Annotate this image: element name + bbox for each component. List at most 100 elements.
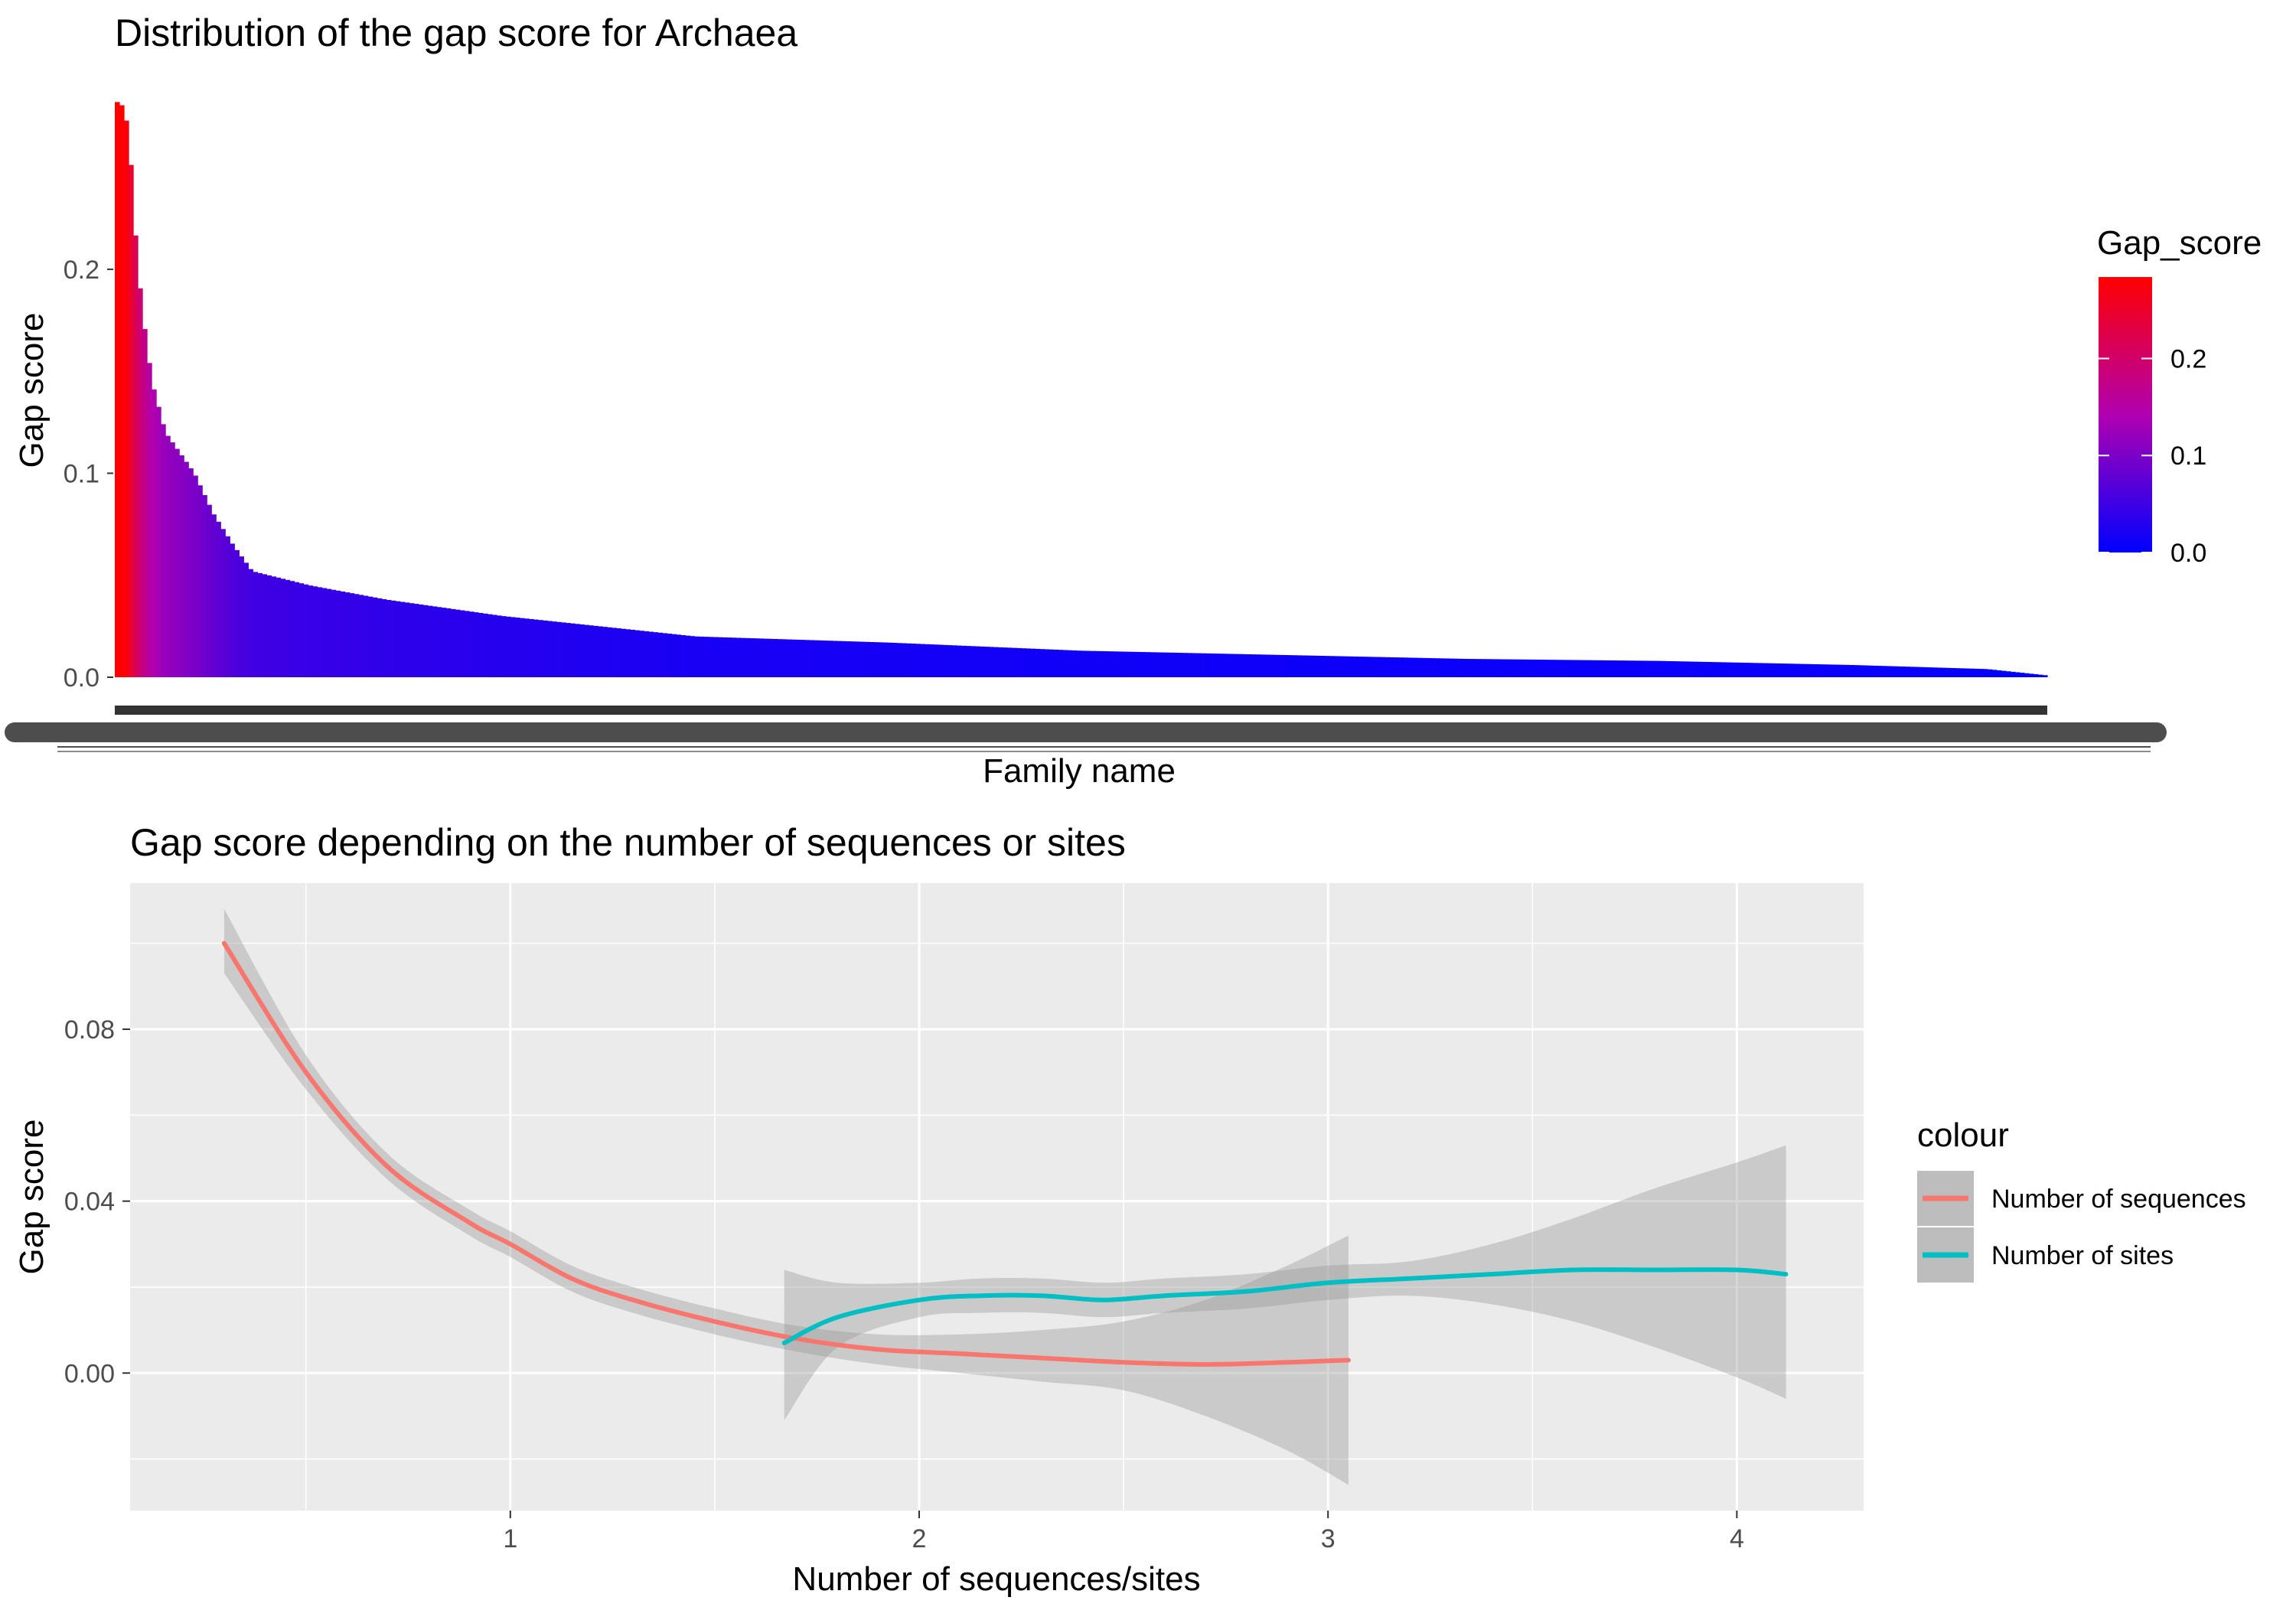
bar xyxy=(478,612,484,677)
bar xyxy=(1895,666,1901,677)
bar xyxy=(957,645,962,677)
bar xyxy=(1844,664,1851,677)
bar xyxy=(1113,651,1119,677)
bar xyxy=(1007,647,1013,677)
bar xyxy=(1228,654,1234,677)
bar xyxy=(616,628,621,677)
bar xyxy=(1803,663,1808,677)
bar xyxy=(294,582,300,677)
bar xyxy=(1145,652,1151,677)
bar xyxy=(1527,659,1533,677)
bar xyxy=(1026,648,1031,677)
bar xyxy=(1430,658,1437,677)
bar xyxy=(1205,653,1211,677)
y-tick-label: 0.04 xyxy=(64,1188,115,1217)
line-chart-legend: colour Number of sequences Number of site… xyxy=(1917,1116,2246,1283)
bar xyxy=(1200,653,1206,677)
bar xyxy=(556,621,562,677)
bar xyxy=(533,619,539,677)
bar xyxy=(1693,661,1698,677)
bar xyxy=(911,644,916,677)
bar xyxy=(998,647,1003,677)
bar xyxy=(129,165,134,678)
bar xyxy=(1472,659,1478,677)
bar xyxy=(340,591,346,677)
bar xyxy=(1614,660,1620,677)
bar xyxy=(413,604,419,677)
bar xyxy=(1675,661,1680,677)
bar xyxy=(344,592,351,677)
bar xyxy=(841,641,847,677)
bar xyxy=(1684,661,1689,677)
x-tick-label: 3 xyxy=(1321,1524,1336,1553)
bar xyxy=(1076,650,1082,677)
bar xyxy=(680,634,687,677)
bar xyxy=(445,608,452,677)
bar xyxy=(602,627,608,677)
bar xyxy=(1398,657,1404,677)
bar xyxy=(745,637,751,677)
bar xyxy=(975,646,980,677)
bar xyxy=(1288,655,1293,677)
bar xyxy=(699,636,705,677)
bar xyxy=(1725,662,1730,677)
bar xyxy=(1302,655,1307,677)
line-chart-panel xyxy=(130,883,1864,1511)
bar xyxy=(1568,660,1574,677)
line-chart-series-lines xyxy=(221,940,1789,1367)
bar xyxy=(520,618,525,677)
bar xyxy=(740,637,746,677)
bar xyxy=(119,105,125,677)
bar xyxy=(915,644,921,677)
bar xyxy=(1959,668,1965,677)
bar xyxy=(197,485,203,677)
colorbar-gradient xyxy=(2099,277,2152,553)
bar xyxy=(1877,666,1883,677)
colorbar-ticks: 0.0 0.1 0.2 xyxy=(2099,344,2206,568)
bar xyxy=(1909,667,1915,677)
bar xyxy=(262,574,267,677)
bar xyxy=(621,628,626,677)
bar xyxy=(934,644,939,677)
bar xyxy=(1900,666,1906,677)
bar xyxy=(216,521,221,677)
bar xyxy=(2033,674,2039,677)
bar xyxy=(634,630,640,677)
bar xyxy=(1417,657,1422,677)
bar xyxy=(1964,668,1970,677)
bar-chart-x-axis-title: Family name xyxy=(983,752,1176,790)
bar xyxy=(1251,654,1257,677)
bar xyxy=(1628,660,1634,677)
bar xyxy=(1973,668,1979,677)
bar xyxy=(1108,651,1114,677)
bar xyxy=(1596,660,1602,677)
bar xyxy=(989,647,994,677)
bar xyxy=(1085,650,1091,677)
bar xyxy=(1195,653,1202,677)
bar xyxy=(566,623,571,677)
bar xyxy=(124,120,129,677)
bar xyxy=(1440,658,1446,677)
bar xyxy=(966,646,971,677)
bar xyxy=(1582,660,1588,677)
bar xyxy=(859,641,866,677)
bar xyxy=(717,637,723,677)
bar-chart-bars xyxy=(115,102,2048,678)
bar xyxy=(1486,659,1492,677)
bar xyxy=(1991,670,1998,677)
line-chart-axes: 1 2 3 4 0.00 0.04 0.08 xyxy=(64,1015,1744,1553)
bar xyxy=(1058,650,1064,677)
bar xyxy=(276,577,282,677)
bar xyxy=(1081,650,1087,677)
bar xyxy=(1458,658,1464,677)
line-chart-legend-title: colour xyxy=(1917,1116,2009,1154)
bar xyxy=(1214,654,1220,677)
bar xyxy=(1743,663,1749,677)
bar xyxy=(1554,660,1561,677)
bar xyxy=(1826,664,1832,677)
bar xyxy=(1191,653,1197,677)
bar xyxy=(432,606,438,677)
bar xyxy=(1035,648,1040,677)
confidence-ribbon xyxy=(784,1145,1786,1421)
bar xyxy=(211,514,217,677)
